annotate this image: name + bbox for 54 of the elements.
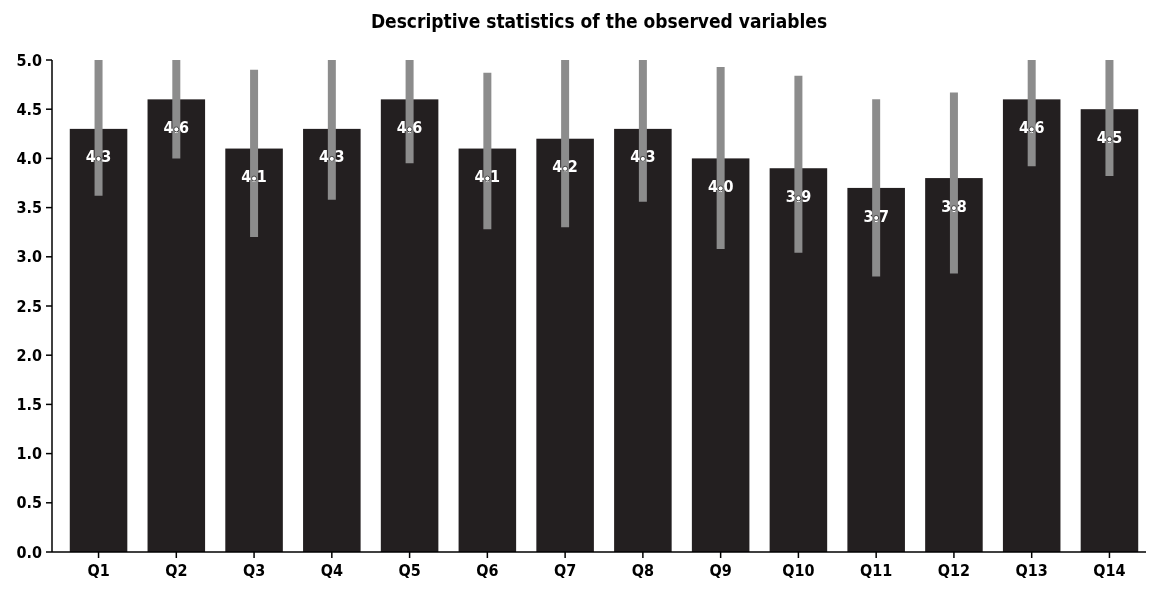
y-tick-label: 1.0 — [16, 444, 42, 464]
data-label: 3.7 — [863, 206, 889, 226]
chart-title: Descriptive statistics of the observed variables — [370, 10, 828, 32]
x-tick-label: Q7 — [553, 561, 577, 580]
bar — [1002, 99, 1061, 552]
y-tick-label: 5.0 — [16, 50, 42, 70]
data-label: 4.0 — [707, 177, 734, 196]
bar — [614, 128, 672, 552]
data-label: 4.6 — [163, 117, 190, 137]
x-tick-label: Q14 — [1093, 561, 1126, 580]
bar — [225, 148, 283, 552]
bar — [458, 148, 517, 552]
data-label: 4.3 — [630, 147, 656, 167]
bar — [691, 158, 750, 552]
data-label: 4.6 — [396, 117, 423, 137]
data-label: 4.3 — [319, 147, 345, 167]
data-label: 4.1 — [241, 167, 267, 187]
bar — [303, 128, 361, 552]
y-tick-label: 4.5 — [16, 99, 42, 119]
bar — [925, 178, 983, 552]
y-tick-label: 4.0 — [16, 149, 42, 168]
data-label: 4.2 — [552, 157, 578, 177]
x-tick-label: Q13 — [1015, 561, 1048, 580]
data-label: 3.9 — [785, 186, 812, 206]
x-tick-label: Q11 — [860, 561, 893, 580]
data-label: 4.6 — [1018, 117, 1045, 137]
bar — [769, 168, 828, 552]
y-tick-label: 3.5 — [16, 198, 42, 218]
x-tick-label: Q2 — [165, 561, 188, 580]
x-tick-label: Q6 — [476, 561, 499, 580]
y-tick-label: 2.5 — [16, 296, 42, 316]
data-label: 4.5 — [1096, 127, 1123, 147]
x-tick-label: Q4 — [320, 561, 343, 580]
y-tick-label: 2.0 — [16, 345, 42, 365]
x-tick-label: Q12 — [937, 561, 971, 580]
y-tick-label: 0.5 — [16, 493, 42, 513]
y-tick-label: 1.5 — [16, 395, 42, 414]
x-tick-label: Q8 — [631, 561, 655, 580]
x-tick-label: Q9 — [709, 561, 732, 580]
x-tick-label: Q5 — [398, 561, 421, 580]
bar — [147, 99, 206, 552]
bar — [847, 187, 905, 552]
data-label: 4.3 — [85, 147, 112, 167]
bar — [1080, 109, 1139, 552]
bar — [380, 99, 439, 552]
bar — [536, 138, 594, 552]
y-tick-label: 3.0 — [16, 247, 42, 267]
bar — [69, 128, 128, 552]
y-tick-label: 0.0 — [16, 542, 42, 562]
data-label: 3.8 — [941, 196, 967, 216]
x-tick-label: Q3 — [242, 561, 266, 580]
x-tick-label: Q1 — [87, 561, 110, 580]
x-tick-label: Q10 — [782, 561, 815, 580]
data-label: 4.1 — [474, 167, 501, 187]
